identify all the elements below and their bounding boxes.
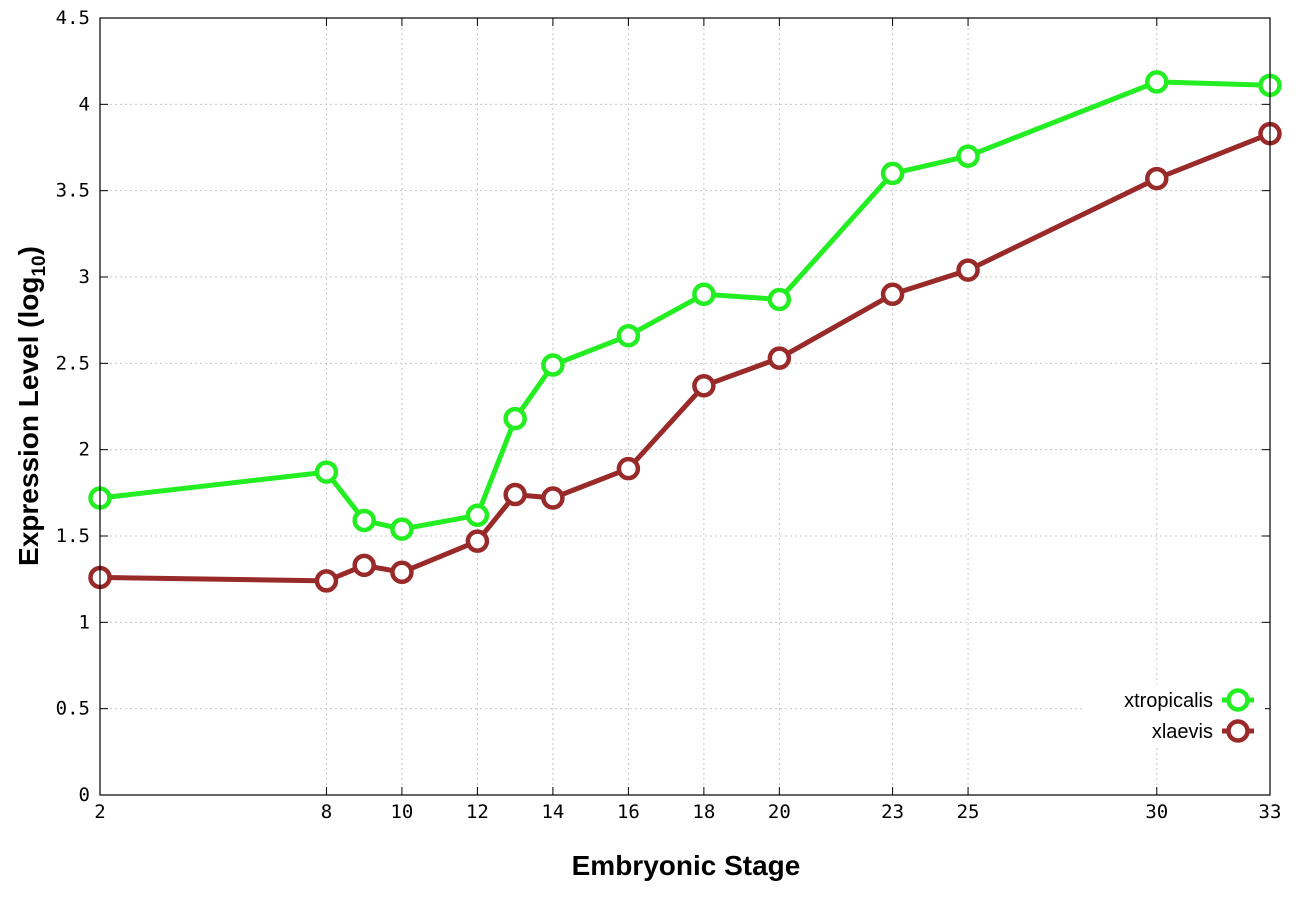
series-xlaevis xyxy=(88,121,1282,593)
data-point-xtropicalis xyxy=(880,161,905,186)
series-xtropicalis xyxy=(88,70,1282,541)
data-point-xlaevis xyxy=(1145,166,1169,191)
x-tick-label: 14 xyxy=(541,801,564,823)
x-tick-label: 18 xyxy=(692,801,715,823)
x-tick-label: 12 xyxy=(466,801,489,823)
data-point-xlaevis xyxy=(390,560,414,585)
x-tick-label: 2 xyxy=(94,801,105,823)
y-tick-label: 0.5 xyxy=(56,698,90,720)
data-point-xlaevis xyxy=(956,258,980,282)
y-tick-label: 4 xyxy=(79,93,90,115)
y-axis-title: Expression Level (log10) xyxy=(13,246,50,566)
y-axis-title-main: Expression Level (log xyxy=(13,277,44,566)
data-point-xtropicalis xyxy=(465,503,490,528)
data-point-xtropicalis xyxy=(767,287,792,312)
y-tick-label: 3.5 xyxy=(56,180,90,202)
y-tick-label: 3 xyxy=(79,266,90,288)
x-tick-label: 10 xyxy=(390,801,413,823)
data-point-xtropicalis xyxy=(1145,70,1169,94)
data-point-xtropicalis xyxy=(352,508,376,533)
data-point-xlaevis xyxy=(616,456,641,481)
series-layer xyxy=(88,70,1282,593)
data-point-xlaevis xyxy=(314,569,339,593)
y-tick-label: 1.5 xyxy=(56,525,90,547)
data-point-xlaevis xyxy=(767,346,792,370)
y-tick-label: 1 xyxy=(79,611,90,633)
legend-label-xtropicalis: xtropicalis xyxy=(1124,690,1213,712)
data-point-xtropicalis xyxy=(541,353,565,377)
data-point-xtropicalis xyxy=(616,323,641,348)
legend-marker-xtropicalis xyxy=(1226,688,1250,712)
data-point-xlaevis xyxy=(503,482,527,507)
data-point-xlaevis xyxy=(692,374,716,398)
axis-ticks: 2 8 10 12 14 16 18 20 23 25 30 33 0 0.5 1 1.5 2 2.5 3 3.5 4 4… xyxy=(56,7,1282,823)
legend-marker-xlaevis xyxy=(1226,719,1250,743)
data-point-xlaevis xyxy=(880,282,905,307)
x-tick-label: 16 xyxy=(617,801,640,823)
y-tick-label: 2.5 xyxy=(56,352,90,374)
legend-entry-xlaevis: xlaevis xyxy=(1152,719,1254,743)
data-point-xtropicalis xyxy=(956,144,980,168)
x-tick-label: 23 xyxy=(881,801,904,823)
legend-entry-xtropicalis: xtropicalis xyxy=(1124,688,1254,712)
data-point-xtropicalis xyxy=(390,517,414,541)
y-axis-title-close: ) xyxy=(13,246,44,255)
series-line-xlaevis xyxy=(99,131,1271,584)
x-tick-label: 20 xyxy=(768,801,791,823)
x-tick-label: 33 xyxy=(1259,801,1282,823)
data-point-xlaevis xyxy=(541,486,565,510)
legend: xtropicalis xlaevis xyxy=(1085,684,1265,748)
plot-frame xyxy=(99,17,1271,796)
data-point-xtropicalis xyxy=(503,406,527,431)
y-tick-label: 2 xyxy=(79,439,90,461)
y-tick-label: 4.5 xyxy=(56,7,90,29)
series-line-xtropicalis xyxy=(99,79,1271,532)
x-tick-label: 30 xyxy=(1145,801,1168,823)
data-point-xtropicalis xyxy=(692,282,716,307)
data-point-xlaevis xyxy=(352,553,376,578)
x-tick-label: 8 xyxy=(321,801,332,823)
data-point-xlaevis xyxy=(465,529,490,553)
legend-label-xlaevis: xlaevis xyxy=(1152,721,1213,743)
x-axis-title: Embryonic Stage xyxy=(572,850,801,881)
y-axis-title-subscript: 10 xyxy=(29,255,50,276)
y-tick-label: 0 xyxy=(79,784,90,806)
data-point-xtropicalis xyxy=(314,460,339,484)
x-tick-label: 25 xyxy=(957,801,980,823)
